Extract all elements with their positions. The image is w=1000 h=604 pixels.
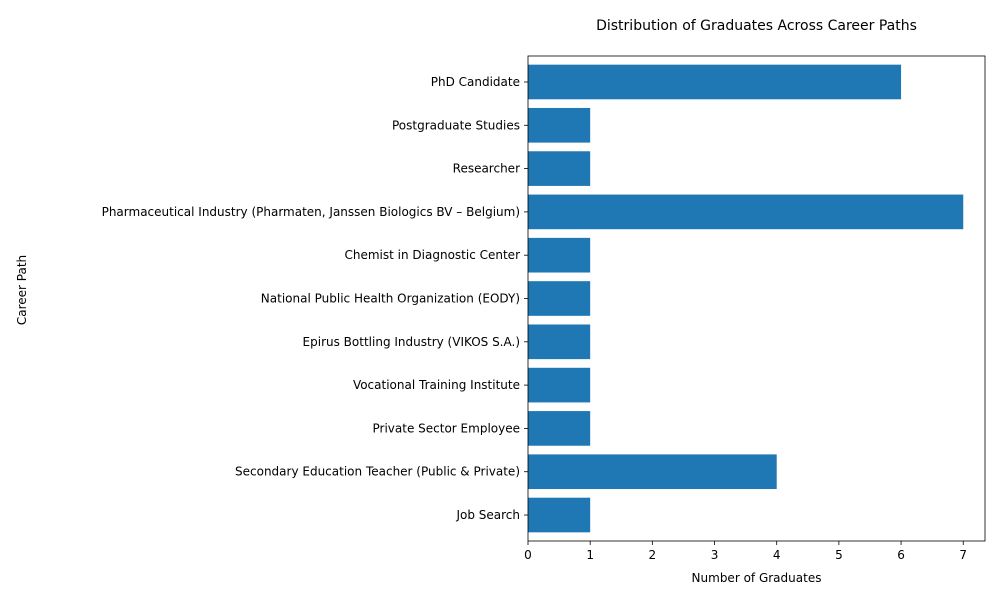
bar bbox=[528, 324, 591, 360]
y-tick-label: Private Sector Employee bbox=[373, 421, 520, 435]
x-tick-label: 5 bbox=[835, 548, 843, 562]
bar bbox=[528, 367, 591, 403]
bar bbox=[528, 281, 591, 316]
bar bbox=[528, 237, 591, 273]
bar bbox=[528, 411, 591, 446]
y-tick-label: Secondary Education Teacher (Public & Pr… bbox=[235, 465, 520, 479]
y-tick-label: Job Search bbox=[455, 508, 520, 522]
x-tick-label: 0 bbox=[524, 548, 532, 562]
y-tick-label: Epirus Bottling Industry (VIKOS S.A.) bbox=[303, 335, 520, 349]
x-tick-label: 2 bbox=[649, 548, 657, 562]
y-tick-label: Postgraduate Studies bbox=[392, 118, 520, 132]
bar bbox=[528, 497, 591, 533]
bar bbox=[528, 107, 591, 143]
bar bbox=[528, 194, 964, 230]
bar bbox=[528, 454, 777, 490]
y-tick-label: Pharmaceutical Industry (Pharmaten, Jans… bbox=[102, 205, 520, 219]
x-tick-label: 3 bbox=[711, 548, 719, 562]
y-tick-label: Chemist in Diagnostic Center bbox=[345, 248, 521, 262]
plot-frame bbox=[527, 55, 986, 542]
y-tick-label: Researcher bbox=[453, 162, 520, 176]
bar bbox=[528, 151, 591, 186]
x-tick-label: 6 bbox=[897, 548, 905, 562]
y-tick-label: PhD Candidate bbox=[431, 75, 520, 89]
x-axis-title: Number of Graduates bbox=[692, 571, 822, 585]
bar bbox=[528, 64, 902, 100]
y-axis-title: Career Path bbox=[15, 255, 29, 325]
x-tick-label: 1 bbox=[586, 548, 594, 562]
y-tick-label: National Public Health Organization (EOD… bbox=[261, 292, 520, 306]
x-tick-label: 7 bbox=[959, 548, 967, 562]
chart-title: Distribution of Graduates Across Career … bbox=[596, 18, 917, 34]
y-tick-label: Vocational Training Institute bbox=[353, 378, 520, 392]
x-tick-label: 4 bbox=[773, 548, 781, 562]
plot-area: Job Search Secondary Education Teacher (P… bbox=[102, 55, 986, 562]
